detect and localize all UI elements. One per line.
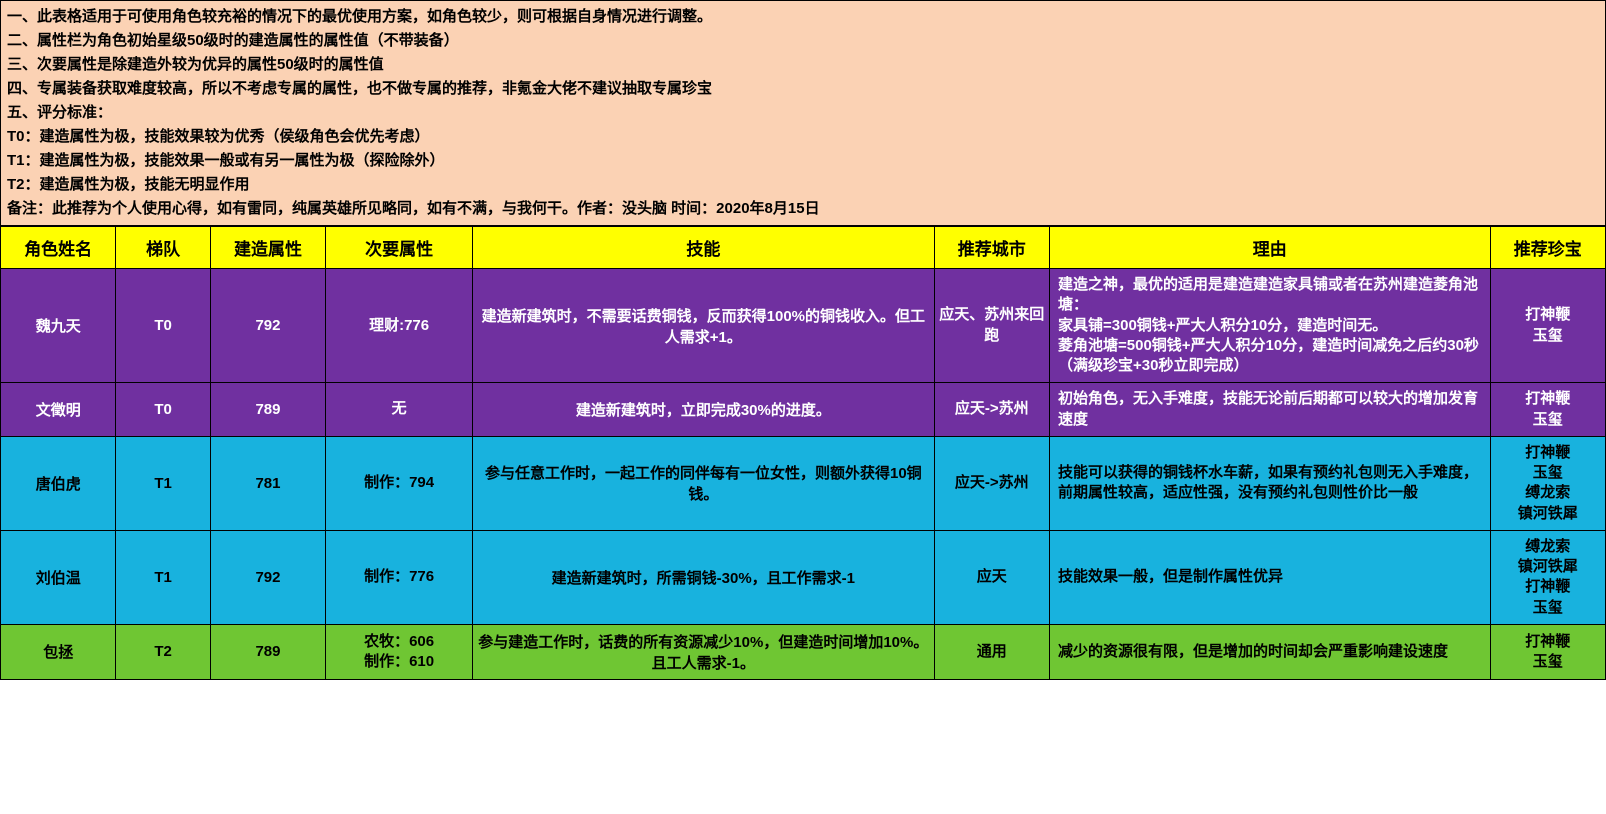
- table-body: 魏九天T0792理财:776建造新建筑时，不需要话费铜钱，反而获得100%的铜钱…: [1, 269, 1606, 680]
- cell-treasure: 打神鞭 玉玺 缚龙索 镇河铁犀: [1490, 436, 1605, 530]
- note-line: 三、次要属性是除建造外较为优异的属性50级时的属性值: [7, 53, 1599, 77]
- header-tier: 梯队: [116, 227, 210, 269]
- note-line: 一、此表格适用于可使用角色较充裕的情况下的最优使用方案，如角色较少，则可根据自身…: [7, 5, 1599, 29]
- note-line: 备注：此推荐为个人使用心得，如有雷同，纯属英雄所见略同，如有不满，与我何干。作者…: [7, 197, 1599, 221]
- header-second: 次要属性: [326, 227, 473, 269]
- cell-second: 制作：794: [326, 436, 473, 530]
- cell-skill: 建造新建筑时，不需要话费铜钱，反而获得100%的铜钱收入。但工人需求+1。: [473, 269, 935, 383]
- cell-build: 789: [210, 383, 325, 437]
- table-row: 魏九天T0792理财:776建造新建筑时，不需要话费铜钱，反而获得100%的铜钱…: [1, 269, 1606, 383]
- cell-treasure: 缚龙索 镇河铁犀 打神鞭 玉玺: [1490, 530, 1605, 624]
- cell-tier: T1: [116, 436, 210, 530]
- header-treasure: 推荐珍宝: [1490, 227, 1605, 269]
- cell-second: 农牧：606 制作：610: [326, 624, 473, 679]
- cell-city: 应天->苏州: [934, 383, 1049, 437]
- header-build: 建造属性: [210, 227, 325, 269]
- cell-reason: 初始角色，无入手难度，技能无论前后期都可以较大的增加发育速度: [1050, 383, 1491, 437]
- cell-second: 无: [326, 383, 473, 437]
- cell-skill: 建造新建筑时，所需铜钱-30%，且工作需求-1: [473, 530, 935, 624]
- cell-tier: T1: [116, 530, 210, 624]
- cell-city: 应天、苏州来回跑: [934, 269, 1049, 383]
- note-line: T0：建造属性为极，技能效果较为优秀（侯级角色会优先考虑）: [7, 125, 1599, 149]
- table-row: 刘伯温T1792制作：776建造新建筑时，所需铜钱-30%，且工作需求-1应天技…: [1, 530, 1606, 624]
- cell-name: 魏九天: [1, 269, 116, 383]
- cell-name: 刘伯温: [1, 530, 116, 624]
- cell-skill: 参与建造工作时，话费的所有资源减少10%，但建造时间增加10%。且工人需求-1。: [473, 624, 935, 679]
- table-row: 唐伯虎T1781制作：794参与任意工作时，一起工作的同伴每有一位女性，则额外获…: [1, 436, 1606, 530]
- table-row: 文徵明T0789无建造新建筑时，立即完成30%的进度。应天->苏州初始角色，无入…: [1, 383, 1606, 437]
- header-reason: 理由: [1050, 227, 1491, 269]
- header-city: 推荐城市: [934, 227, 1049, 269]
- note-line: T1：建造属性为极，技能效果一般或有另一属性为极（探险除外）: [7, 149, 1599, 173]
- cell-city: 应天: [934, 530, 1049, 624]
- cell-build: 792: [210, 530, 325, 624]
- character-table: 角色姓名 梯队 建造属性 次要属性 技能 推荐城市 理由 推荐珍宝 魏九天T07…: [0, 226, 1606, 680]
- cell-treasure: 打神鞭 玉玺: [1490, 624, 1605, 679]
- cell-treasure: 打神鞭 玉玺: [1490, 383, 1605, 437]
- note-line: 五、评分标准：: [7, 101, 1599, 125]
- cell-second: 制作：776: [326, 530, 473, 624]
- cell-reason: 技能可以获得的铜钱杯水车薪，如果有预约礼包则无入手难度，前期属性较高，适应性强，…: [1050, 436, 1491, 530]
- cell-city: 应天->苏州: [934, 436, 1049, 530]
- table-row: 包拯T2789农牧：606 制作：610参与建造工作时，话费的所有资源减少10%…: [1, 624, 1606, 679]
- cell-tier: T2: [116, 624, 210, 679]
- note-line: 二、属性栏为角色初始星级50级时的建造属性的属性值（不带装备）: [7, 29, 1599, 53]
- header-name: 角色姓名: [1, 227, 116, 269]
- table-header-row: 角色姓名 梯队 建造属性 次要属性 技能 推荐城市 理由 推荐珍宝: [1, 227, 1606, 269]
- cell-name: 唐伯虎: [1, 436, 116, 530]
- cell-tier: T0: [116, 269, 210, 383]
- cell-treasure: 打神鞭 玉玺: [1490, 269, 1605, 383]
- cell-name: 包拯: [1, 624, 116, 679]
- cell-skill: 建造新建筑时，立即完成30%的进度。: [473, 383, 935, 437]
- cell-skill: 参与任意工作时，一起工作的同伴每有一位女性，则额外获得10铜钱。: [473, 436, 935, 530]
- cell-build: 792: [210, 269, 325, 383]
- cell-reason: 减少的资源很有限，但是增加的时间却会严重影响建设速度: [1050, 624, 1491, 679]
- cell-reason: 建造之神，最优的适用是建造建造家具铺或者在苏州建造菱角池塘： 家具铺=300铜钱…: [1050, 269, 1491, 383]
- cell-build: 781: [210, 436, 325, 530]
- cell-reason: 技能效果一般，但是制作属性优异: [1050, 530, 1491, 624]
- notes-section: 一、此表格适用于可使用角色较充裕的情况下的最优使用方案，如角色较少，则可根据自身…: [0, 0, 1606, 226]
- cell-build: 789: [210, 624, 325, 679]
- note-line: T2：建造属性为极，技能无明显作用: [7, 173, 1599, 197]
- note-line: 四、专属装备获取难度较高，所以不考虑专属的属性，也不做专属的推荐，非氪金大佬不建…: [7, 77, 1599, 101]
- cell-tier: T0: [116, 383, 210, 437]
- cell-name: 文徵明: [1, 383, 116, 437]
- cell-second: 理财:776: [326, 269, 473, 383]
- header-skill: 技能: [473, 227, 935, 269]
- cell-city: 通用: [934, 624, 1049, 679]
